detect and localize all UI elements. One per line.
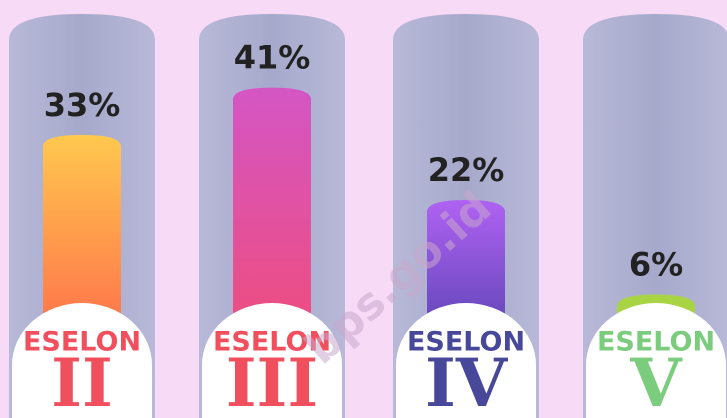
label-dome	[202, 303, 342, 418]
tier-label: ESELON	[23, 327, 141, 358]
category-label: III	[226, 344, 319, 418]
plot: 33%ESELONII41%ESELONIII22%ESELONIV6%ESEL…	[9, 14, 727, 418]
tier-label: ESELON	[597, 327, 715, 358]
value-label: 6%	[629, 246, 683, 284]
category-label: II	[51, 344, 113, 418]
label-dome	[396, 303, 536, 418]
tier-label: ESELON	[213, 327, 331, 358]
category-label: V	[629, 344, 683, 418]
tier-label: ESELON	[407, 327, 525, 358]
value-label: 41%	[234, 39, 311, 77]
bar	[233, 87, 311, 371]
category-label: IV	[425, 344, 509, 418]
label-dome	[12, 303, 152, 418]
label-dome	[586, 303, 726, 418]
value-label: 22%	[428, 151, 505, 189]
value-label: 33%	[44, 86, 121, 124]
